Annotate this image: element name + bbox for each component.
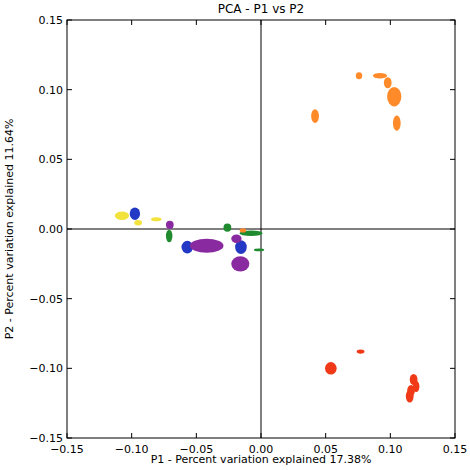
x-tick [196, 433, 197, 438]
x-tick [325, 433, 326, 438]
x-tick-label: −0.10 [115, 443, 149, 456]
ellipse-point [413, 381, 419, 392]
x-tick-label: 0.15 [443, 443, 468, 456]
title: PCA - P1 vs P2 [218, 2, 305, 16]
y-tick [67, 368, 72, 369]
y-tick [450, 298, 455, 299]
ellipse-point [115, 212, 129, 220]
y-tick-label: 0.00 [39, 223, 64, 236]
ellipse-point [373, 73, 387, 79]
ellipse-point [190, 239, 224, 253]
x-tick [390, 433, 391, 438]
ellipse-point [166, 230, 172, 243]
ellipse-point [231, 256, 249, 271]
ellipse-point [130, 207, 140, 220]
y-tick [67, 159, 72, 160]
x-tick [325, 20, 326, 25]
y-tick [450, 89, 455, 90]
x-tick [131, 433, 132, 438]
ellipse-point [254, 249, 264, 252]
ellipse-point [357, 350, 365, 354]
y-tick-label: 0.15 [39, 14, 64, 27]
ellipse-point [231, 235, 241, 243]
plot-area [67, 20, 455, 438]
y-tick [450, 368, 455, 369]
ellipse-point [325, 362, 337, 375]
ellipse-point [240, 228, 246, 232]
x-tick [196, 20, 197, 25]
zero-line-y [67, 229, 455, 230]
y-tick [67, 89, 72, 90]
ellipse-point [166, 221, 174, 229]
ellipse-point [223, 223, 231, 231]
background [0, 0, 470, 470]
x-tick-label: 0.10 [378, 443, 403, 456]
chart: PCA - P1 vs P2 −0.15 −0.10 −0.05 0.00 0.05 0.1… [0, 0, 470, 470]
y-tick [450, 159, 455, 160]
ellipse-point [387, 87, 401, 107]
x-axis-label: P1 - Percent variation explained 17.38% [151, 453, 372, 466]
x-tick [131, 20, 132, 25]
y-tick [67, 298, 72, 299]
ellipse-point [384, 77, 392, 88]
y-tick-label: −0.10 [29, 362, 63, 375]
ellipse-point [406, 390, 414, 403]
ellipse-point [151, 217, 161, 221]
y-tick-label: 0.10 [39, 84, 64, 97]
plot-frame [67, 20, 455, 438]
ellipse-point [134, 220, 142, 226]
ellipse-point [356, 72, 362, 79]
ellipse-point [393, 115, 401, 130]
ellipse-point [311, 109, 319, 123]
x-tick [390, 20, 391, 25]
y-axis-label: P2 - Percent variation explained 11.64% [3, 119, 16, 340]
y-tick-label: −0.15 [29, 432, 63, 445]
y-tick-label: −0.05 [29, 293, 63, 306]
y-tick-label: 0.05 [39, 153, 64, 166]
